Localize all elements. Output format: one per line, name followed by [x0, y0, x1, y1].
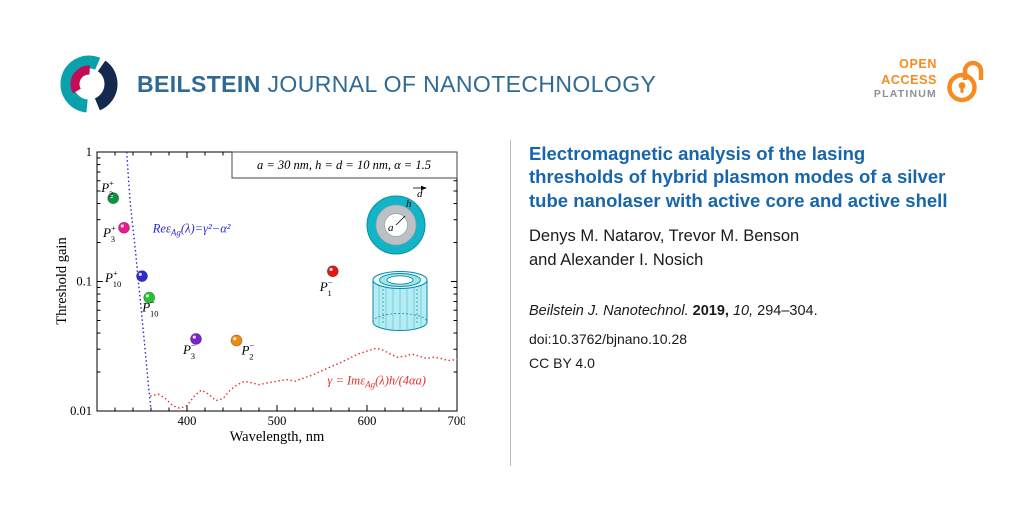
svg-text:600: 600 — [358, 414, 377, 428]
citation: Beilstein J. Nanotechnol. 2019, 10, 294–… — [529, 303, 949, 319]
authors-line2: and Alexander I. Nosich — [529, 250, 704, 269]
svg-text:700: 700 — [448, 414, 465, 428]
authors-line1: Denys M. Natarov, Trevor M. Benson — [529, 226, 800, 245]
point-label-P10-: P− 10 — [141, 298, 158, 319]
page-title: Electromagnetic analysis of the lasing t… — [529, 143, 948, 211]
data-point-P2- — [230, 334, 243, 347]
point-label-P3-: P− 3 — [182, 340, 196, 361]
authors: Denys M. Natarov, Trevor M. Benson and A… — [529, 225, 949, 273]
im-eps-threshold-label: γ = ImεAg(λ)h/(4αa) — [327, 374, 426, 390]
data-point-P10+ — [136, 270, 148, 283]
svg-text:500: 500 — [268, 414, 287, 428]
journal-name: BEILSTEIN JOURNAL OF NANOTECHNOLOGY — [137, 71, 656, 98]
inset-label-h: h — [406, 198, 412, 210]
open-access-line1: OPEN — [899, 56, 937, 71]
re-eps-condition-curve — [126, 151, 152, 412]
svg-text:400: 400 — [178, 414, 197, 428]
citation-journal: Beilstein J. Nanotechnol. — [529, 302, 689, 319]
open-access-line2: ACCESS — [881, 73, 937, 88]
article-info: Electromagnetic analysis of the lasing t… — [529, 142, 949, 371]
chart-points: P+ 2 P+ 3 P+ 10 P− 10 P− 3 P− 2 P− 1 — [100, 178, 339, 362]
im-eps-threshold-curve — [149, 347, 458, 410]
journal-name-bold: BEILSTEIN — [137, 70, 261, 97]
citation-year: 2019, — [692, 302, 729, 319]
point-label-P3+: P+ 3 — [102, 223, 116, 244]
citation-pages: 294–304. — [757, 302, 818, 319]
doi-text: doi:10.3762/bjnano.10.28 — [529, 330, 688, 347]
svg-text:0.01: 0.01 — [70, 404, 92, 418]
y-axis-title: Threshold gain — [55, 237, 70, 325]
open-access-text: OPEN ACCESS PLATINUM — [874, 56, 937, 102]
threshold-gain-chart: 400 500 600 700 1 0.1 0.01 ReεAg(λ)=γ²−α² γ = I… — [55, 145, 465, 445]
license-text: CC BY 4.0 — [529, 354, 595, 371]
point-label-P2+: P+ 2 — [100, 178, 114, 199]
open-access-lock-icon — [947, 60, 984, 103]
x-axis-title: Wavelength, nm — [230, 429, 325, 445]
point-label-P10+: P+ 10 — [104, 268, 121, 289]
inset-label-d: d — [417, 188, 423, 200]
parameter-box — [231, 151, 458, 179]
inset-label-a: a — [388, 222, 394, 234]
svg-text:1: 1 — [86, 145, 92, 159]
point-label-P2-: P− 2 — [241, 341, 255, 362]
re-eps-condition-label: ReεAg(λ)=γ²−α² — [152, 221, 231, 237]
open-access-badge: OPEN ACCESS PLATINUM — [874, 54, 990, 104]
citation-volume: 10, — [732, 302, 754, 319]
tube-cross-section-inset: a h d — [366, 185, 427, 255]
point-label-P1-: P− 1 — [319, 277, 333, 298]
chart-curves: ReεAg(λ)=γ²−α² γ = ImεAg(λ)h/(4αa) — [126, 151, 458, 412]
vertical-divider — [510, 140, 511, 466]
journal-brand: BEILSTEIN JOURNAL OF NANOTECHNOLOGY — [57, 50, 656, 118]
open-access-line3: PLATINUM — [873, 88, 937, 101]
journal-name-rest: JOURNAL OF NANOTECHNOLOGY — [267, 70, 657, 97]
data-point-P3+ — [118, 221, 130, 234]
d-vector-arrow — [421, 185, 427, 191]
parameter-text: a = 30 nm, h = d = 10 nm, α = 1.5 — [257, 158, 431, 172]
svg-text:0.1: 0.1 — [76, 275, 92, 289]
beilstein-logo-icon — [60, 55, 118, 113]
tube-3d-inset — [372, 271, 428, 331]
data-point-P1- — [326, 265, 339, 278]
